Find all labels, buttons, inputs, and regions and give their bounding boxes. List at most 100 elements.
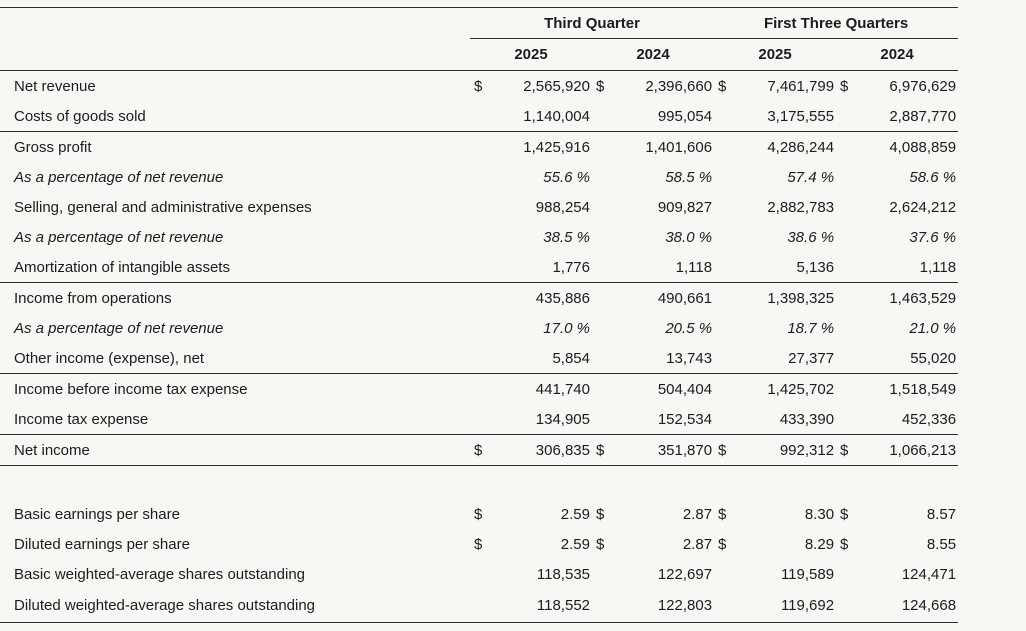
cell-value: 1,140,004 — [523, 107, 590, 125]
spacer-cell — [0, 466, 958, 500]
cell-value: 988,254 — [535, 198, 590, 216]
cell-value: 5,854 — [552, 349, 590, 367]
cell-value: 4,088,859 — [856, 131, 959, 162]
cell-value: 1,425,916 — [490, 131, 592, 162]
currency-symbol — [714, 404, 734, 435]
cell-value: 38.0 % — [665, 228, 713, 246]
cell-value: 306,835 — [490, 434, 592, 466]
row-label: Selling, general and administrative expe… — [14, 198, 312, 216]
corner-cell — [0, 8, 470, 39]
currency-symbol — [592, 313, 612, 343]
table-row: Other income (expense), net 5,854 13,743 27… — [0, 343, 958, 374]
cell-value: 433,390 — [779, 410, 835, 428]
currency-symbol — [470, 404, 490, 435]
cell-value: 8.55 — [926, 535, 957, 553]
cell-value: 2.59 — [560, 505, 590, 523]
cell-value: 504,404 — [612, 373, 715, 404]
row-label: Basic weighted-average shares outstandin… — [14, 565, 306, 583]
currency-symbol — [470, 589, 490, 623]
currency-symbol — [714, 313, 734, 343]
currency-symbol — [592, 373, 612, 404]
cell-value: 2,396,660 — [645, 77, 713, 95]
table-row: As a percentage of net revenue 17.0 % 20.5… — [0, 313, 958, 343]
row-label: As a percentage of net revenue — [14, 168, 224, 186]
currency-symbol — [836, 252, 856, 283]
table-row: Income from operations 435,886 490,661 1,39… — [0, 282, 959, 313]
currency-symbol — [592, 559, 612, 589]
currency-symbol: $ — [474, 535, 483, 553]
cell-value: 124,668 — [856, 589, 959, 623]
currency-symbol: $ — [718, 505, 727, 523]
currency-symbol — [714, 192, 734, 222]
currency-symbol — [470, 162, 490, 192]
currency-symbol — [470, 282, 490, 313]
cell-value: 8.29 — [804, 535, 835, 553]
column-group-third-quarter: Third Quarter — [470, 7, 715, 39]
table-row: As a percentage of net revenue 38.5 % 38.0… — [0, 222, 958, 252]
cell-value: 2.59 — [560, 535, 590, 553]
currency-symbol: $ — [840, 77, 849, 95]
cell-value: 134,905 — [535, 410, 590, 428]
cell-value: 4,286,244 — [734, 131, 837, 162]
cell-value: 122,803 — [612, 589, 715, 623]
table-row: Costs of goods sold 1,140,004 995,054 3,175… — [0, 101, 958, 132]
row-label: Amortization of intangible assets — [14, 258, 230, 276]
cell-value: 490,661 — [612, 282, 715, 313]
row-label: As a percentage of net revenue — [14, 228, 224, 246]
cell-value: 122,697 — [657, 565, 713, 583]
currency-symbol: $ — [596, 535, 605, 553]
currency-symbol: $ — [840, 535, 849, 553]
year-header-ytd-2025: 2025 — [714, 38, 837, 71]
currency-symbol — [592, 131, 612, 162]
currency-symbol: $ — [836, 434, 857, 466]
cell-value: 124,471 — [901, 565, 957, 583]
cell-value: 909,827 — [657, 198, 713, 216]
row-label: Diluted earnings per share — [14, 535, 190, 553]
table-row: Basic weighted-average shares outstandin… — [0, 559, 958, 589]
row-label: Income from operations — [0, 282, 470, 313]
currency-symbol — [592, 343, 612, 374]
currency-symbol — [470, 222, 490, 252]
column-group-header-row: Third Quarter First Three Quarters — [0, 7, 959, 39]
cell-value: 351,870 — [612, 434, 715, 466]
cell-value: 992,312 — [734, 434, 837, 466]
cell-value: 1,398,325 — [734, 282, 837, 313]
income-statement-table: Third Quarter First Three Quarters 2025 … — [0, 7, 959, 623]
currency-symbol — [714, 589, 735, 623]
currency-symbol — [836, 282, 857, 313]
currency-symbol — [714, 162, 734, 192]
row-label: Basic earnings per share — [14, 505, 180, 523]
currency-symbol — [470, 559, 490, 589]
currency-symbol — [592, 252, 612, 283]
cell-value: 995,054 — [657, 107, 713, 125]
currency-symbol — [714, 282, 735, 313]
cell-value: 1,776 — [552, 258, 590, 276]
currency-symbol — [714, 131, 735, 162]
cell-value: 20.5 % — [665, 319, 713, 337]
cell-value: 435,886 — [490, 282, 592, 313]
cell-value: 1,425,702 — [734, 373, 837, 404]
currency-symbol: $ — [474, 77, 483, 95]
cell-value: 6,976,629 — [889, 77, 957, 95]
currency-symbol: $ — [596, 505, 605, 523]
currency-symbol — [836, 162, 856, 192]
currency-symbol — [592, 101, 612, 132]
cell-value: 441,740 — [490, 373, 592, 404]
row-label: Income before income tax expense — [0, 373, 470, 404]
cell-value: 55.6 % — [543, 168, 590, 186]
cell-value: 38.5 % — [543, 228, 590, 246]
currency-symbol — [836, 373, 857, 404]
year-header-q3-2025: 2025 — [470, 38, 592, 71]
currency-symbol — [470, 252, 490, 283]
row-label: Other income (expense), net — [14, 349, 205, 367]
row-label: Gross profit — [0, 131, 470, 162]
year-header-q3-2024: 2024 — [592, 38, 715, 71]
table-row: Net revenue $2,565,920 $2,396,660 $7,461,79… — [0, 71, 958, 102]
currency-symbol: $ — [714, 434, 735, 466]
currency-symbol — [836, 131, 857, 162]
cell-value: 38.6 % — [787, 228, 835, 246]
table-row: Diluted earnings per share $2.59 $2.87 $8.2… — [0, 529, 958, 559]
currency-symbol — [836, 404, 856, 435]
cell-value: 1,118 — [919, 258, 957, 276]
cell-value: 119,692 — [734, 589, 837, 623]
